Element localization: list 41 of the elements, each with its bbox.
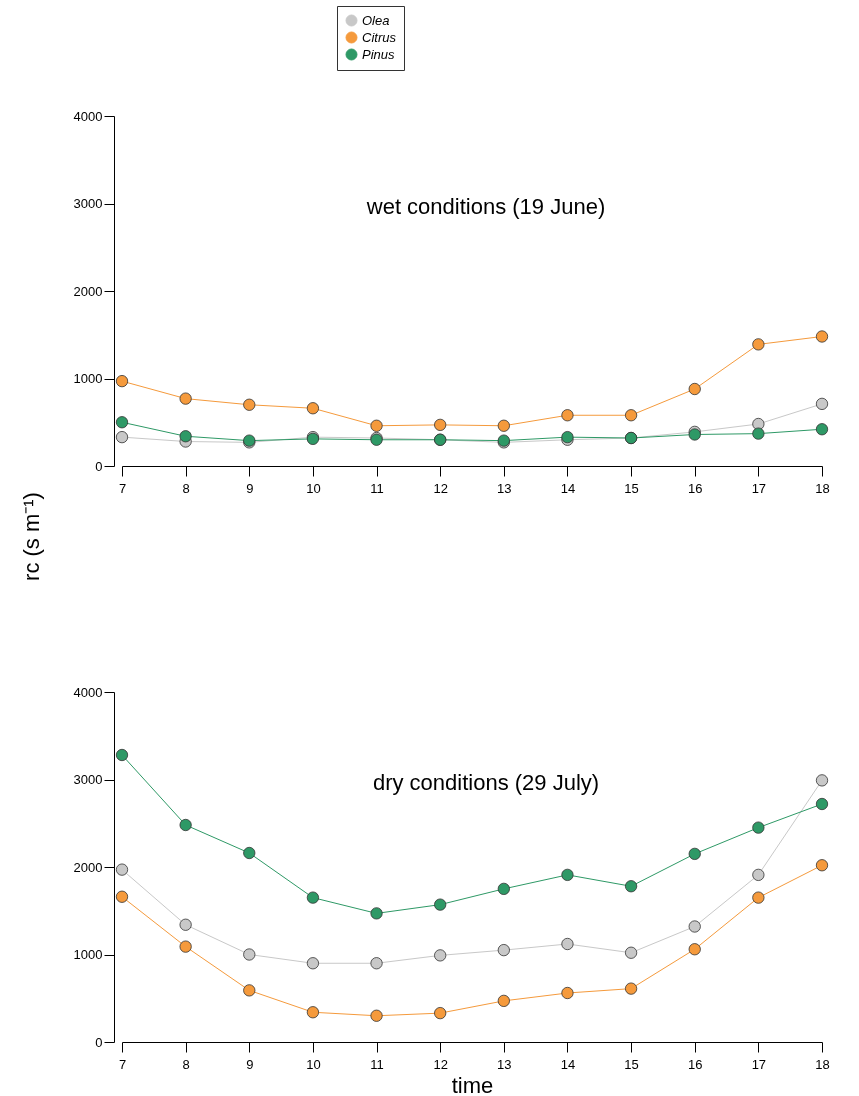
- y-axis-title: rc (s m⁻¹): [18, 492, 44, 581]
- y-tick-label: 2000: [73, 283, 103, 299]
- x-tick-label: 13: [497, 480, 512, 496]
- x-tick-label: 15: [624, 1056, 639, 1072]
- x-tick-label: 12: [433, 1056, 448, 1072]
- text: wet conditions (19 June): [365, 194, 606, 219]
- x-tick-label: 17: [751, 1056, 767, 1072]
- x-tick-label: 18: [815, 1056, 830, 1072]
- x-tick-label: 12: [433, 480, 448, 496]
- y-tick-label: 1000: [73, 947, 103, 962]
- x-tick-label: 11: [370, 1056, 384, 1072]
- x-tick-label: 16: [687, 1056, 703, 1072]
- y-tick-label: 3000: [73, 196, 103, 211]
- x-tick-label: 14: [560, 480, 576, 496]
- x-tick-label: 8: [182, 1056, 190, 1072]
- legend-label: Olea: [362, 12, 390, 28]
- x-tick-label: 10: [306, 480, 321, 496]
- y-tick-label: 1000: [73, 371, 103, 386]
- x-tick-label: 15: [624, 480, 639, 496]
- x-tick-label: 7: [118, 480, 127, 496]
- x-tick-label: 17: [751, 480, 767, 496]
- x-tick-label: 7: [118, 1056, 127, 1072]
- x-tick-label: 11: [370, 480, 384, 496]
- x-axis-title: time: [451, 1072, 494, 1096]
- x-tick-label: 13: [497, 1056, 512, 1072]
- y-tick-label: 2000: [73, 859, 103, 875]
- x-tick-label: 9: [246, 1056, 254, 1072]
- x-tick-label: 8: [182, 480, 190, 496]
- y-tick-label: 4000: [73, 684, 103, 700]
- x-tick-label: 18: [815, 480, 830, 496]
- legend-label: Pinus: [362, 46, 396, 62]
- y-tick-label: 4000: [73, 108, 103, 124]
- y-tick-label: 3000: [73, 772, 103, 787]
- text: dry conditions (29 July): [372, 770, 600, 795]
- x-tick-label: 10: [306, 1056, 321, 1072]
- y-tick-label: 0: [95, 458, 103, 474]
- y-tick-label: 0: [95, 1034, 103, 1050]
- x-tick-label: 9: [246, 480, 254, 496]
- x-tick-label: 16: [687, 480, 703, 496]
- legend-label: Citrus: [362, 29, 397, 45]
- x-tick-label: 14: [560, 1056, 576, 1072]
